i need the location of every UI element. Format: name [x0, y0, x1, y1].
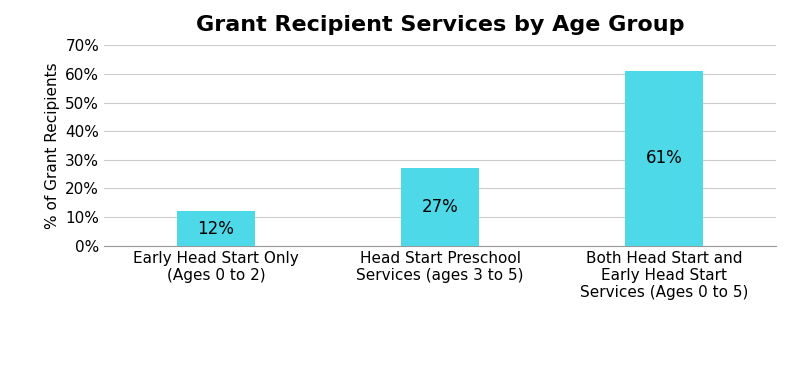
Title: Grant Recipient Services by Age Group: Grant Recipient Services by Age Group: [196, 15, 684, 36]
Bar: [177, 211, 255, 246]
Text: 61%: 61%: [646, 149, 682, 167]
Bar: [625, 71, 703, 246]
Text: 27%: 27%: [422, 198, 458, 216]
Text: 12%: 12%: [198, 220, 234, 237]
Y-axis label: % of Grant Recipients: % of Grant Recipients: [45, 62, 59, 229]
Bar: [401, 169, 479, 246]
